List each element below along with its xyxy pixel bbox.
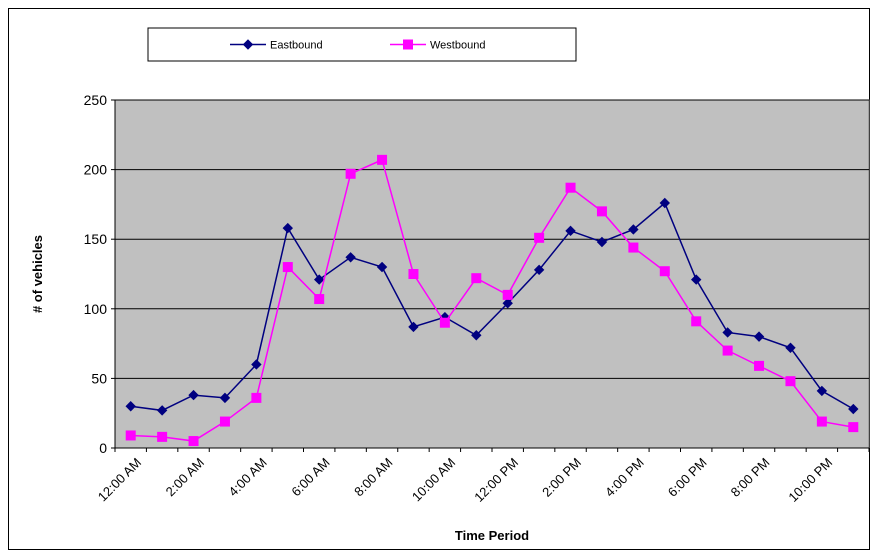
legend-label: Eastbound: [270, 40, 323, 52]
data-point-eastbound: [408, 321, 419, 333]
y-tick-label: 0: [99, 440, 107, 456]
series-line-eastbound: [130, 201, 854, 412]
data-point-westbound: [471, 273, 482, 284]
data-point-westbound: [219, 416, 230, 427]
data-point-westbound: [282, 262, 293, 273]
x-tick-label: 10:00 AM: [409, 455, 458, 504]
x-tick-label: 12:00 AM: [95, 455, 144, 504]
data-point-eastbound: [314, 274, 325, 285]
x-tick-label: 6:00 PM: [665, 455, 710, 500]
data-point-westbound: [628, 242, 639, 253]
data-point-westbound: [785, 376, 796, 387]
data-point-eastbound: [596, 236, 608, 248]
data-point-eastbound: [219, 392, 231, 404]
data-point-westbound: [534, 232, 545, 243]
data-point-eastbound: [125, 401, 136, 412]
legend-label: Westbound: [430, 40, 485, 52]
data-point-eastbound: [691, 274, 702, 285]
data-point-westbound: [345, 168, 356, 179]
data-point-eastbound: [565, 225, 576, 237]
data-point-westbound: [314, 294, 325, 305]
y-tick-label: 200: [84, 162, 108, 178]
data-point-eastbound: [533, 264, 545, 276]
data-point-westbound: [125, 430, 136, 441]
data-point-eastbound: [816, 385, 828, 397]
data-point-westbound: [188, 436, 199, 447]
data-point-westbound: [565, 182, 576, 193]
data-point-westbound: [502, 289, 513, 300]
x-axis-title: Time Period: [455, 528, 529, 543]
data-point-westbound: [408, 269, 419, 279]
data-point-westbound: [816, 416, 827, 427]
y-axis-title: # of vehicles: [30, 235, 45, 313]
legend-marker: [242, 39, 254, 50]
data-point-westbound: [722, 345, 733, 356]
legend-marker: [403, 39, 413, 50]
x-tick-label: 4:00 AM: [226, 455, 270, 499]
legend-box: [147, 27, 577, 62]
data-point-eastbound: [188, 389, 199, 401]
x-tick-label: 8:00 PM: [728, 455, 773, 500]
x-tick-label: 6:00 AM: [288, 455, 332, 499]
data-point-eastbound: [502, 298, 513, 309]
data-point-eastbound: [785, 342, 796, 353]
data-point-eastbound: [282, 222, 293, 234]
y-tick-label: 250: [84, 92, 108, 108]
x-tick-label: 2:00 AM: [163, 455, 207, 499]
series-line-westbound: [130, 158, 854, 442]
data-point-eastbound: [659, 197, 670, 209]
x-tick-label: 10:00 PM: [785, 455, 835, 505]
plot-background: [114, 99, 870, 449]
data-point-eastbound: [722, 327, 733, 338]
data-point-westbound: [596, 206, 607, 217]
data-point-westbound: [377, 154, 388, 165]
data-point-westbound: [691, 316, 702, 327]
data-point-westbound: [848, 422, 859, 433]
data-point-eastbound: [156, 405, 168, 416]
data-point-westbound: [251, 392, 262, 403]
data-point-eastbound: [753, 331, 765, 342]
x-tick-label: 12:00 PM: [471, 455, 521, 505]
data-point-eastbound: [345, 252, 356, 263]
data-point-eastbound: [376, 261, 388, 273]
data-point-eastbound: [628, 224, 639, 235]
legend: Eastbound Westbound: [147, 27, 577, 62]
y-tick-label: 150: [84, 231, 108, 247]
data-point-eastbound: [251, 359, 262, 370]
data-point-eastbound: [471, 330, 482, 341]
y-tick-label: 100: [84, 301, 108, 317]
data-point-westbound: [157, 431, 168, 442]
data-point-eastbound: [848, 403, 859, 415]
y-tick-label: 50: [91, 370, 107, 386]
x-tick-label: 4:00 PM: [602, 455, 647, 500]
x-tick-label: 2:00 PM: [539, 455, 584, 500]
data-point-westbound: [659, 266, 670, 277]
x-tick-label: 8:00 AM: [351, 455, 395, 499]
data-point-westbound: [439, 317, 450, 328]
data-point-westbound: [754, 360, 765, 371]
